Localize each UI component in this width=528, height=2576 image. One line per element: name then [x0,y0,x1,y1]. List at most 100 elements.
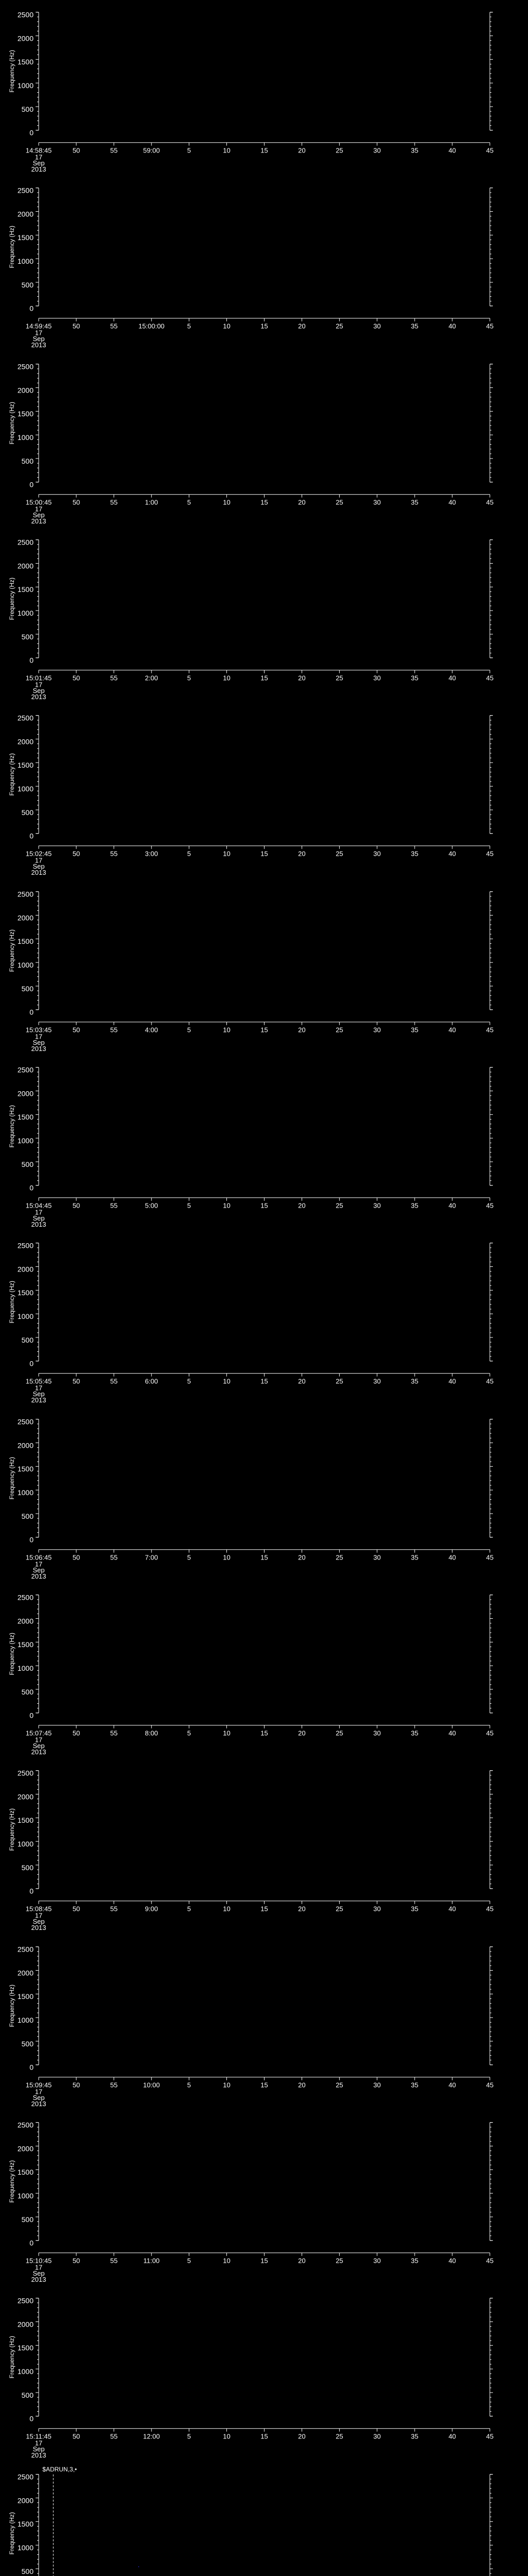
svg-text:15: 15 [260,1378,268,1385]
svg-text:20: 20 [298,1729,305,1737]
svg-text:1000: 1000 [18,257,34,265]
svg-text:500: 500 [22,1336,34,1344]
svg-text:10: 10 [223,1905,230,1913]
svg-text:2500: 2500 [18,1417,34,1426]
svg-text:25: 25 [336,1905,343,1913]
svg-text:500: 500 [22,985,34,993]
svg-text:30: 30 [373,1201,381,1209]
svg-text:7:00: 7:00 [145,1553,158,1561]
svg-text:1000: 1000 [18,2016,34,2024]
svg-text:40: 40 [449,323,456,330]
svg-text:40: 40 [449,498,456,506]
svg-text:2000: 2000 [18,1969,34,1977]
svg-text:35: 35 [411,2257,418,2264]
svg-text:30: 30 [373,1905,381,1913]
svg-text:2013: 2013 [31,1924,46,1931]
svg-text:2013: 2013 [31,2451,46,2459]
svg-text:20: 20 [298,1201,305,1209]
svg-text:5: 5 [187,2257,191,2264]
svg-text:25: 25 [336,323,343,330]
svg-text:Frequency (Hz): Frequency (Hz) [8,402,15,445]
svg-text:5: 5 [187,1729,191,1737]
svg-text:5: 5 [187,2433,191,2441]
svg-text:2000: 2000 [18,2320,34,2329]
svg-text:2013: 2013 [31,165,46,173]
svg-text:40: 40 [449,1729,456,1737]
svg-text:35: 35 [411,1378,418,1385]
svg-text:55: 55 [110,146,118,154]
svg-text:55: 55 [110,498,118,506]
svg-text:1500: 1500 [18,2344,34,2352]
svg-text:1000: 1000 [18,961,34,969]
svg-text:15: 15 [260,1553,268,1561]
svg-text:40: 40 [449,2257,456,2264]
svg-text:0: 0 [29,1184,34,1192]
svg-text:2013: 2013 [31,1221,46,1228]
svg-text:25: 25 [336,2257,343,2264]
svg-text:25: 25 [336,2081,343,2089]
svg-text:15: 15 [260,850,268,858]
svg-text:2000: 2000 [18,386,34,394]
svg-text:5: 5 [187,323,191,330]
svg-text:55: 55 [110,2433,118,2441]
svg-text:40: 40 [449,1553,456,1561]
svg-text:20: 20 [298,323,305,330]
svg-text:0: 0 [29,1711,34,1720]
svg-text:45: 45 [486,850,493,858]
svg-text:50: 50 [73,498,80,506]
svg-text:35: 35 [411,1729,418,1737]
svg-text:50: 50 [73,1729,80,1737]
svg-text:500: 500 [22,2040,34,2048]
svg-text:2500: 2500 [18,1945,34,1953]
svg-text:2:00: 2:00 [145,674,158,682]
svg-text:30: 30 [373,850,381,858]
svg-text:50: 50 [73,2257,80,2264]
svg-text:Frequency (Hz): Frequency (Hz) [8,1808,15,1851]
svg-text:10:00: 10:00 [143,2081,160,2089]
svg-text:Frequency (Hz): Frequency (Hz) [8,2512,15,2555]
svg-text:40: 40 [449,2433,456,2441]
svg-text:2500: 2500 [18,1242,34,1250]
svg-text:1000: 1000 [18,1840,34,1848]
svg-text:15: 15 [260,1905,268,1913]
svg-text:1500: 1500 [18,585,34,594]
svg-text:20: 20 [298,2081,305,2089]
svg-text:2500: 2500 [18,2297,34,2305]
svg-text:35: 35 [411,1553,418,1561]
svg-text:10: 10 [223,1201,230,1209]
svg-text:2000: 2000 [18,34,34,42]
svg-text:40: 40 [449,674,456,682]
svg-text:1000: 1000 [18,433,34,442]
svg-text:35: 35 [411,2081,418,2089]
svg-text:4:00: 4:00 [145,1026,158,1033]
svg-text:10: 10 [223,1729,230,1737]
svg-text:25: 25 [336,850,343,858]
svg-text:50: 50 [73,2081,80,2089]
svg-text:35: 35 [411,1905,418,1913]
svg-text:1500: 1500 [18,1113,34,1121]
svg-text:15: 15 [260,2257,268,2264]
svg-text:2500: 2500 [18,2472,34,2481]
svg-text:15: 15 [260,2433,268,2441]
svg-text:50: 50 [73,146,80,154]
svg-text:55: 55 [110,850,118,858]
svg-text:35: 35 [411,146,418,154]
svg-text:55: 55 [110,1729,118,1737]
svg-text:35: 35 [411,2433,418,2441]
svg-text:30: 30 [373,146,381,154]
svg-text:11:00: 11:00 [143,2257,160,2264]
svg-text:Frequency (Hz): Frequency (Hz) [8,1985,15,2027]
svg-text:5: 5 [187,146,191,154]
svg-text:30: 30 [373,674,381,682]
svg-text:Frequency (Hz): Frequency (Hz) [8,50,15,93]
svg-text:1000: 1000 [18,1137,34,1145]
svg-text:0: 0 [29,1360,34,1368]
svg-text:1000: 1000 [18,1488,34,1497]
svg-text:Frequency (Hz): Frequency (Hz) [8,1105,15,1148]
svg-text:500: 500 [22,633,34,641]
svg-text:1500: 1500 [18,1465,34,1473]
svg-text:1000: 1000 [18,2367,34,2376]
svg-text:500: 500 [22,1688,34,1696]
svg-text:55: 55 [110,1026,118,1033]
svg-text:2013: 2013 [31,2276,46,2283]
